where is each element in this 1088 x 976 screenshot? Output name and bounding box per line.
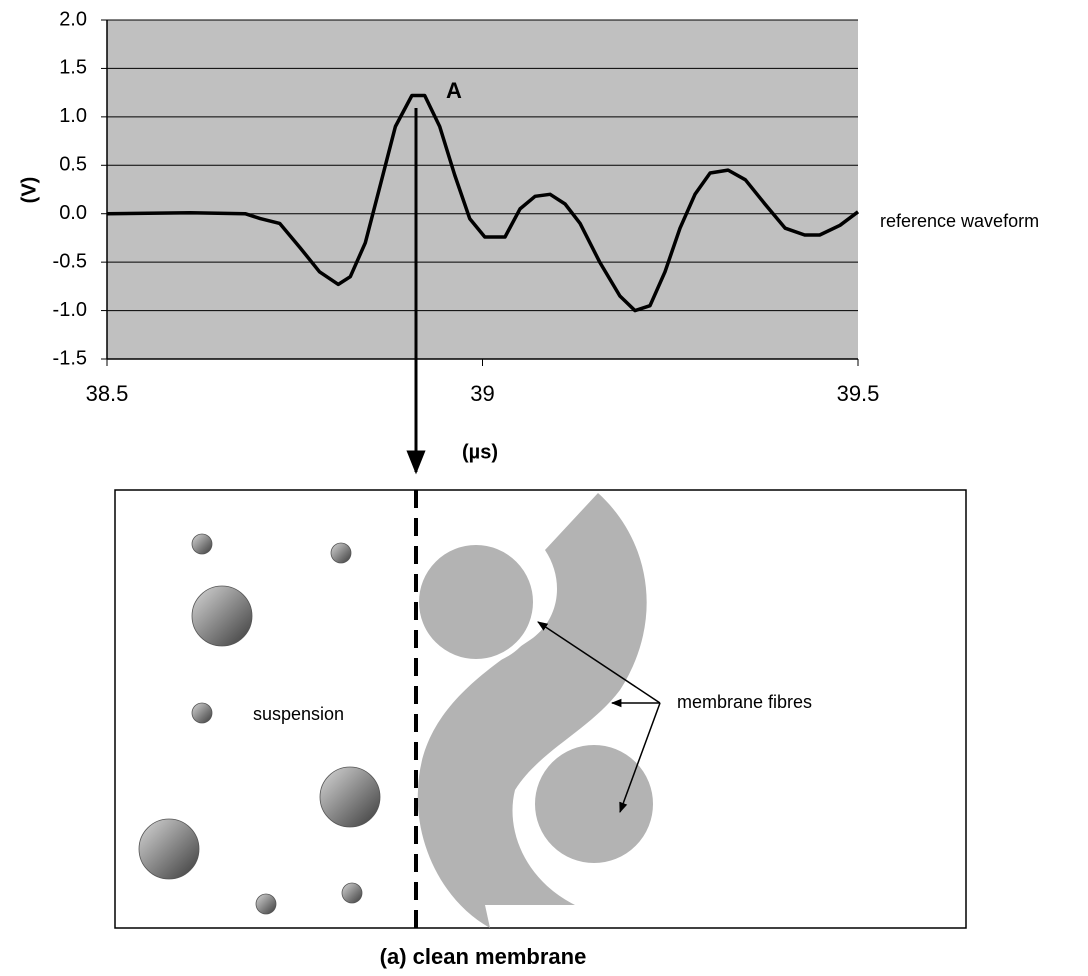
x-tick-label: 39.5 bbox=[837, 381, 880, 406]
particle bbox=[331, 543, 351, 563]
particle bbox=[342, 883, 362, 903]
caption: (a) clean membrane bbox=[380, 944, 587, 969]
particle bbox=[256, 894, 276, 914]
plot-area bbox=[107, 20, 858, 359]
x-tick-label: 38.5 bbox=[86, 381, 129, 406]
region-label: membrane fibres bbox=[677, 692, 812, 712]
y-tick-label: 1.5 bbox=[59, 57, 87, 79]
plot: -1.5 -1.0 -0.5 0.0 0.5 1.0 1.5 2.0 38.5 39 39.5 bbox=[53, 8, 880, 406]
particle bbox=[192, 534, 212, 554]
x-axis-label: (µs) bbox=[462, 441, 498, 463]
x-tick-label: 39 bbox=[470, 381, 494, 406]
particle bbox=[139, 819, 199, 879]
figure: -1.5 -1.0 -0.5 0.0 0.5 1.0 1.5 2.0 38.5 39 39.5 (V… bbox=[0, 0, 1088, 976]
annotation: reference waveform bbox=[880, 211, 1039, 231]
y-tick-label: -1.0 bbox=[53, 299, 87, 321]
y-tick-label: -1.5 bbox=[53, 347, 87, 369]
region-label: suspension bbox=[253, 704, 344, 724]
particle bbox=[192, 586, 252, 646]
y-tick-label: 0.0 bbox=[59, 202, 87, 224]
membrane-fibre bbox=[416, 542, 536, 662]
particle bbox=[320, 767, 380, 827]
y-tick-label: 1.0 bbox=[59, 105, 87, 127]
particle bbox=[192, 703, 212, 723]
membrane-fibre bbox=[532, 742, 656, 866]
y-tick-label: 2.0 bbox=[59, 8, 87, 30]
y-tick-label: 0.5 bbox=[59, 154, 87, 176]
y-axis-label: (V) bbox=[18, 177, 40, 204]
y-tick-label: -0.5 bbox=[53, 250, 87, 272]
annotation: A bbox=[446, 78, 462, 103]
